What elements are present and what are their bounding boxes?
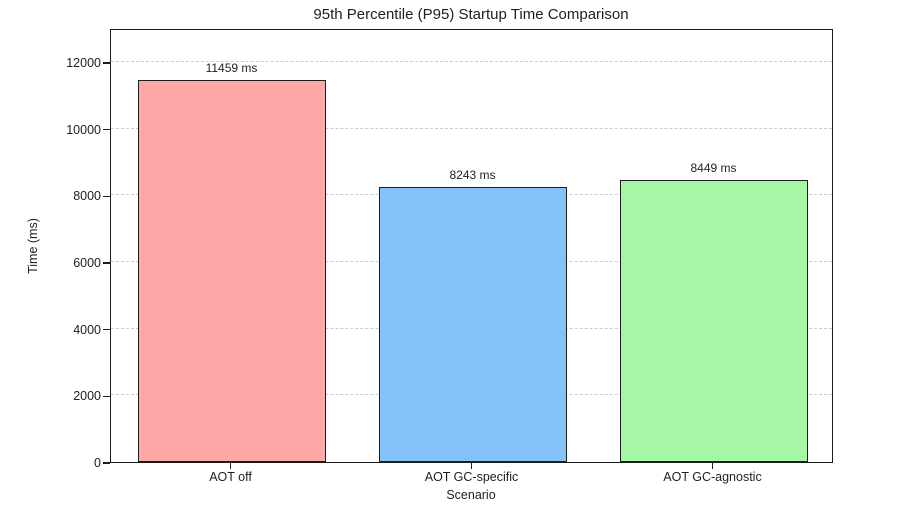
- bar-aot-off: [137, 80, 326, 462]
- plot-area: 11459 ms 8243 ms 8449 ms: [110, 29, 833, 463]
- y-gridline: [111, 127, 832, 129]
- bar-value-label: 8243 ms: [449, 168, 496, 183]
- bar-value-label: 8449 ms: [690, 161, 737, 176]
- y-tick-mark: [103, 62, 110, 64]
- x-axis-label: Scenario: [446, 488, 496, 502]
- y-gridline: [111, 61, 832, 62]
- y-tick-mark: [103, 262, 110, 264]
- x-tick-mark: [470, 463, 473, 469]
- bar-value-label: 11459 ms: [205, 61, 258, 76]
- y-tick-mark: [103, 395, 110, 398]
- bar-aot-gc-specific: [378, 187, 567, 462]
- x-tick-label: AOT off: [209, 470, 252, 484]
- x-tick-label: AOT GC-agnostic: [663, 470, 762, 484]
- y-tick-label: 4000: [73, 322, 101, 337]
- y-tick-mark: [103, 128, 110, 131]
- y-tick-label: 2000: [73, 389, 101, 404]
- x-tick-mark: [711, 463, 714, 469]
- y-tick-mark: [103, 195, 110, 198]
- y-tick-label: 6000: [73, 256, 101, 270]
- y-tick-mark: [103, 328, 110, 331]
- chart-title: 95th Percentile (P95) Startup Time Compa…: [313, 6, 629, 23]
- y-tick-label: 0: [94, 456, 101, 470]
- y-tick-label: 12000: [66, 56, 101, 70]
- y-tick-label: 10000: [66, 122, 101, 137]
- y-tick-mark: [103, 462, 110, 464]
- x-tick-mark: [229, 463, 232, 469]
- x-tick-label: AOT GC-specific: [424, 470, 519, 484]
- bar-aot-gc-agnostic: [619, 180, 808, 462]
- y-tick-label: 8000: [73, 189, 101, 204]
